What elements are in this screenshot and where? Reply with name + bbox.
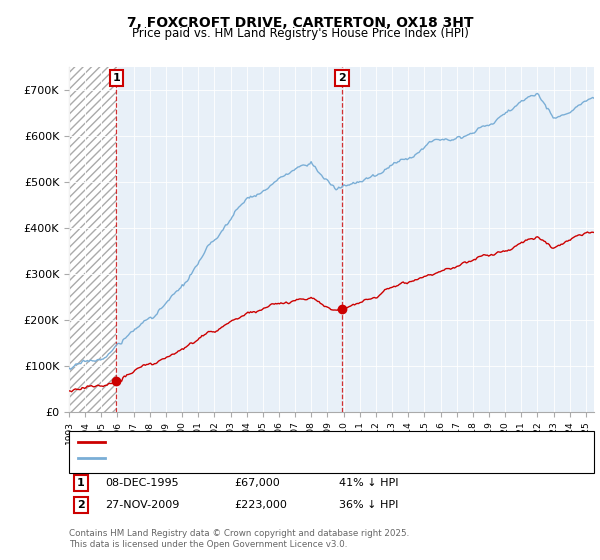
Text: 7, FOXCROFT DRIVE, CARTERTON, OX18 3HT (detached house): 7, FOXCROFT DRIVE, CARTERTON, OX18 3HT (… [110,437,435,447]
Text: £67,000: £67,000 [234,478,280,488]
Bar [69,67,116,412]
Text: HPI: Average price, detached house, West Oxfordshire: HPI: Average price, detached house, West… [110,453,392,463]
Text: 2: 2 [77,500,85,510]
Text: 7, FOXCROFT DRIVE, CARTERTON, OX18 3HT: 7, FOXCROFT DRIVE, CARTERTON, OX18 3HT [127,16,473,30]
Text: 08-DEC-1995: 08-DEC-1995 [105,478,179,488]
Text: 2: 2 [338,73,346,83]
Text: 27-NOV-2009: 27-NOV-2009 [105,500,179,510]
Text: Contains HM Land Registry data © Crown copyright and database right 2025.
This d: Contains HM Land Registry data © Crown c… [69,529,409,549]
Text: £223,000: £223,000 [234,500,287,510]
Text: 1: 1 [77,478,85,488]
Text: Price paid vs. HM Land Registry's House Price Index (HPI): Price paid vs. HM Land Registry's House … [131,27,469,40]
Text: 41% ↓ HPI: 41% ↓ HPI [339,478,398,488]
Text: 1: 1 [112,73,120,83]
Text: 36% ↓ HPI: 36% ↓ HPI [339,500,398,510]
